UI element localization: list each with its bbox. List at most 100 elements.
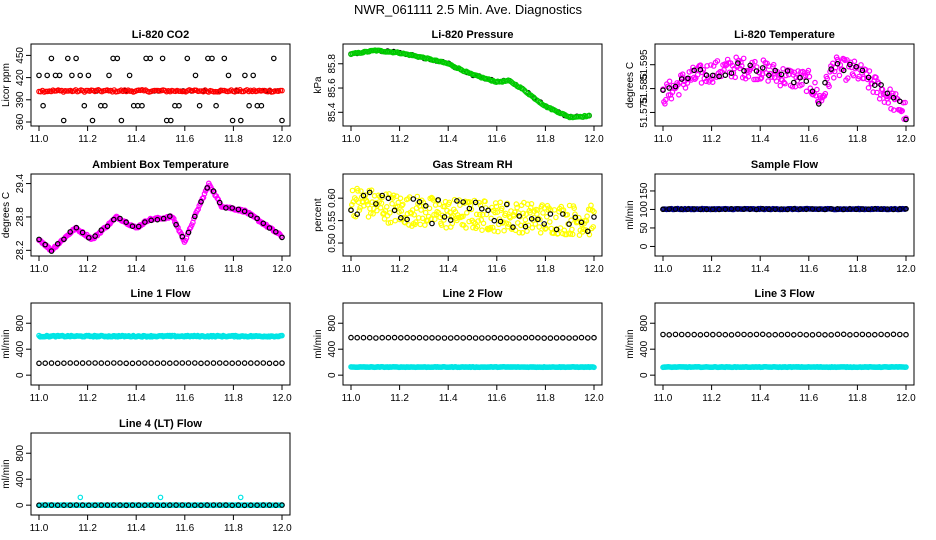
data-point [79,502,86,508]
data-point [902,99,908,106]
data-point [525,222,532,229]
data-point [349,187,356,194]
y-tick-label: 0 [327,372,338,378]
y-tick-label: 0 [15,502,26,508]
data-point [543,214,550,220]
x-tick-label: 11.2 [78,134,97,145]
data-point [223,205,229,211]
y-axis-label: Licor ppm [1,63,12,107]
data-point [142,360,148,366]
data-point [266,360,273,367]
data-point [422,203,429,209]
data-point [493,203,500,210]
x-tick-label: 11.0 [30,264,49,275]
data-point [700,66,707,73]
data-point [741,331,747,338]
data-point [260,220,267,227]
data-point [691,67,698,74]
data-point [139,102,145,109]
data-point [412,219,419,225]
data-point [54,360,61,367]
data-point [591,364,597,371]
data-point [694,71,701,78]
data-point [773,78,780,84]
data-point [584,213,590,220]
data-point [741,68,747,74]
data-point [803,78,810,85]
data-point [241,208,248,215]
data-point [740,55,747,62]
data-point [92,360,98,366]
data-point [279,332,285,339]
data-point [765,78,771,84]
series-average [36,502,285,509]
data-point [473,211,480,218]
data-point [135,223,142,230]
data-point [348,334,354,341]
data-point [86,235,92,241]
data-point [569,226,575,233]
data-point [254,360,260,366]
x-tick-label: 11.4 [751,134,770,145]
data-point [567,231,574,237]
data-point [381,216,388,222]
data-point [480,220,487,227]
data-point [229,502,236,509]
series-raw [660,363,909,371]
data-point [770,61,777,68]
data-point [129,360,136,367]
data-point [778,71,785,78]
x-tick-label: 11.0 [342,264,361,275]
data-point [873,74,879,81]
data-point [42,360,49,367]
data-point [851,58,858,65]
data-point [797,74,803,81]
data-point [899,108,906,114]
data-point [822,79,828,86]
data-point [896,206,903,212]
data-point [590,224,597,230]
data-point [235,502,242,508]
data-point [492,209,498,216]
x-tick-label: 12.0 [272,134,292,145]
data-point [422,335,429,341]
data-point [185,502,192,508]
data-point [356,207,363,214]
data-point [179,360,186,366]
data-point [890,94,897,101]
data-point [385,334,392,341]
data-point [479,227,485,234]
plot-frame [30,432,291,516]
panel-title: Li-820 CO2 [132,29,189,41]
data-point [728,70,735,77]
x-tick-label: 11.4 [127,134,146,145]
x-tick-label: 11.0 [654,264,673,275]
data-point [160,360,167,366]
data-point [797,206,803,213]
data-point [114,55,121,62]
data-point [258,102,265,109]
panel-title: Line 4 (LT) Flow [119,418,202,430]
data-point [126,72,133,79]
data-point [85,72,92,79]
y-tick-label: 400 [15,340,26,357]
data-point [40,102,46,109]
x-tick-label: 11.0 [30,523,49,534]
data-point [809,206,816,212]
data-point [491,217,498,224]
data-point [279,87,285,94]
data-point [703,72,710,79]
data-point [790,331,797,338]
data-point [441,214,448,220]
data-point [390,192,397,199]
data-point [884,206,891,212]
y-tick-label: 0 [639,243,650,249]
data-point [198,199,204,205]
data-point [117,502,123,508]
data-point [367,210,374,217]
data-point [691,331,698,338]
series-raw [660,54,909,122]
data-point [213,102,219,109]
x-tick-label: 12.0 [896,134,916,145]
data-point [135,360,142,366]
